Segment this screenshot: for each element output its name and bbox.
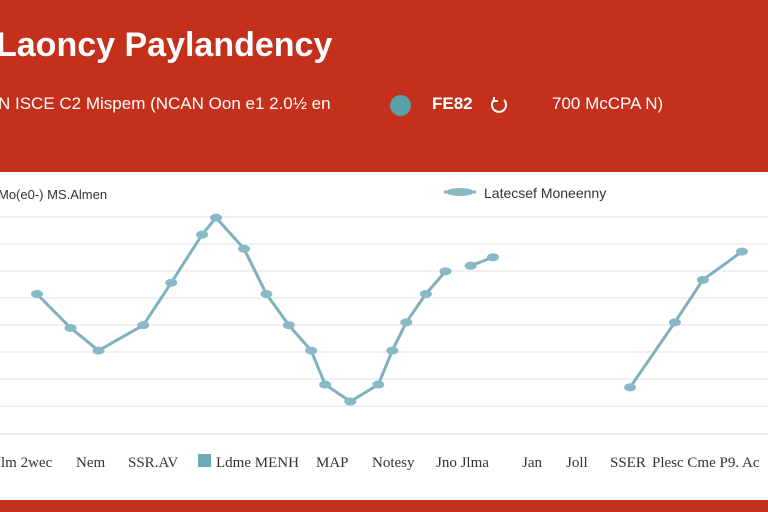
- x-axis-ticks: Ilm 2wec Nem SSR.AV Ldme MENH MAP Notesy Jno J…: [0, 455, 760, 471]
- bottom-band: [0, 472, 768, 500]
- header-meta-row: N ISCE C2 Mispem (NCAN Oon e1 2.0½ en FE…: [0, 94, 768, 118]
- data-point[interactable]: [282, 321, 295, 330]
- header-meta-left: N ISCE C2 Mispem (NCAN Oon e1 2.0½ en: [0, 94, 331, 113]
- y-axis-label: Mo(e0-) MS.Almen: [0, 187, 107, 202]
- legend-label-top: Latecsef Moneenny: [484, 185, 606, 201]
- page-title: Laoncy Paylandency: [0, 26, 333, 64]
- header-band: Laoncy Paylandency N ISCE C2 Mispem (NCA…: [0, 0, 768, 172]
- x-tick-label: Plesc Cme P9. Ac: [652, 455, 760, 471]
- data-point[interactable]: [624, 383, 637, 392]
- data-point[interactable]: [487, 253, 500, 262]
- chart-panel: [0, 172, 768, 472]
- status-dot-icon: [390, 95, 411, 116]
- legend-swatch-bottom: [198, 454, 211, 467]
- data-point[interactable]: [400, 318, 413, 327]
- line-chart: Mo(e0-) MS.Almen Latecsef Moneenny Ilm 2…: [0, 185, 768, 471]
- data-point[interactable]: [31, 290, 43, 299]
- data-point[interactable]: [305, 346, 318, 355]
- legend-item-top[interactable]: Latecsef Moneenny: [444, 185, 606, 201]
- legend-swatch-marker: [446, 188, 474, 196]
- data-point[interactable]: [137, 321, 150, 330]
- x-tick-label: Jno Jlma: [436, 455, 489, 471]
- data-point[interactable]: [64, 323, 77, 332]
- series-line-2[interactable]: [628, 250, 743, 389]
- data-point[interactable]: [696, 275, 709, 284]
- data-point[interactable]: [386, 346, 399, 355]
- x-tick-label: Ilm 2wec: [0, 455, 53, 471]
- data-point[interactable]: [238, 244, 251, 253]
- data-point[interactable]: [210, 213, 223, 222]
- x-tick-label: Nem: [76, 455, 105, 471]
- data-point[interactable]: [736, 247, 748, 256]
- x-tick-label: SSR.AV: [128, 455, 178, 471]
- x-tick-label: Jan: [522, 455, 542, 471]
- data-point[interactable]: [260, 290, 273, 299]
- chart-gridlines: [0, 216, 768, 435]
- data-point[interactable]: [165, 278, 178, 287]
- data-point[interactable]: [92, 346, 105, 355]
- header-meta-badge: FE82: [432, 94, 473, 113]
- x-tick-label: SSER: [610, 455, 646, 471]
- x-tick-label: Ldme MENH: [216, 455, 299, 471]
- data-point[interactable]: [464, 261, 477, 270]
- header-meta-right: 700 McCPA N): [552, 94, 664, 113]
- data-point[interactable]: [372, 380, 385, 389]
- series-line-0[interactable]: [35, 216, 447, 404]
- data-point[interactable]: [419, 290, 432, 299]
- refresh-icon[interactable]: [490, 96, 508, 114]
- x-tick-label: Joll: [566, 455, 588, 471]
- data-point[interactable]: [344, 397, 357, 406]
- x-tick-label: MAP: [316, 455, 349, 471]
- bottom-strip: [0, 500, 768, 512]
- data-point[interactable]: [196, 230, 209, 239]
- data-point[interactable]: [319, 380, 332, 389]
- x-tick-label: Notesy: [372, 455, 415, 471]
- data-point[interactable]: [439, 267, 452, 276]
- data-point[interactable]: [668, 318, 681, 327]
- series-layer: [31, 213, 748, 406]
